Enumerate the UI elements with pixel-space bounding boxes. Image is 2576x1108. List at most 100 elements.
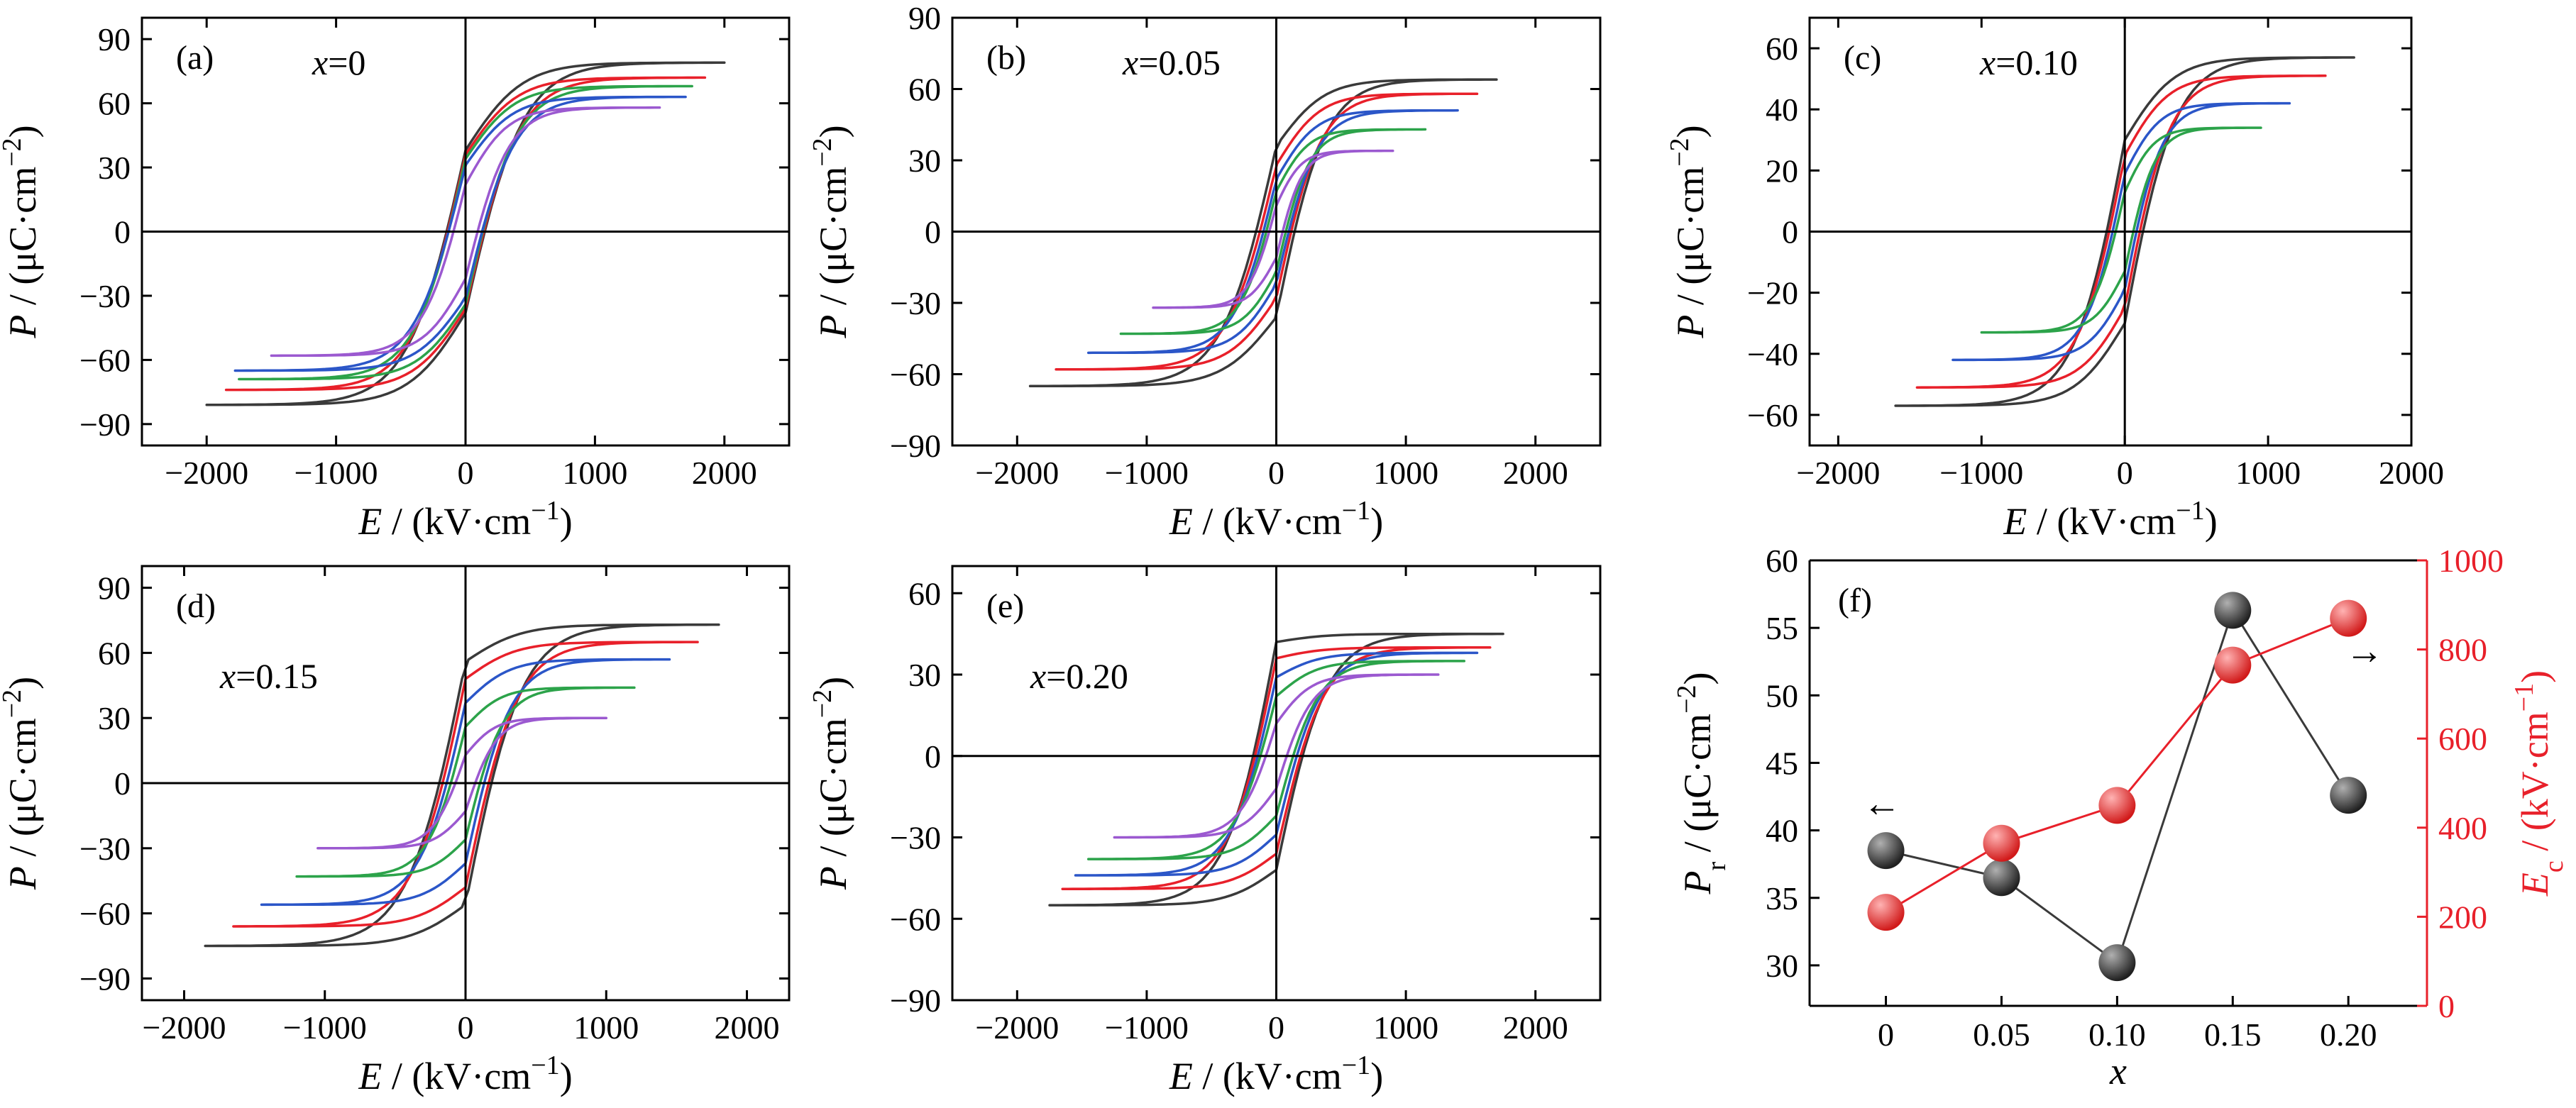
right-tick-label: 600 [2438, 721, 2487, 757]
right-tick-label: 400 [2438, 810, 2487, 846]
x-tick-label: 2000 [715, 1009, 780, 1046]
x-tick-label: 2000 [1503, 455, 1568, 491]
series-line-Ec [1885, 617, 2349, 914]
loop-e-1 [1048, 632, 1504, 907]
y-tick-label: 90 [908, 0, 941, 36]
loop-b-5 [1152, 149, 1394, 309]
y-tick-label: 30 [98, 700, 131, 736]
marker-Pr [1983, 859, 2020, 897]
right-axis-title: Ec / (kV·cm−1) [2509, 670, 2569, 897]
loop-d-4 [295, 686, 636, 878]
x-axis-title: E / (kV·cm−1) [2003, 496, 2217, 543]
marker-Pr [2214, 592, 2252, 629]
x-tick-label: 2000 [1503, 1009, 1568, 1046]
y-axis-title: P / (μC·cm−2) [808, 125, 854, 338]
x-tick-label: 0 [458, 455, 474, 491]
marker-Pr [2330, 777, 2367, 814]
x-tick-label: −1000 [1105, 1009, 1189, 1046]
left-tick-label: 45 [1766, 745, 1798, 781]
x-tick-label: 1000 [573, 1009, 639, 1046]
left-tick-label: 60 [1766, 543, 1798, 579]
loop-a-3 [238, 84, 693, 381]
y-tick-label: −90 [890, 982, 941, 1019]
y-tick-label: 30 [98, 150, 131, 186]
right-arrow-icon: → [2345, 630, 2384, 672]
left-axis-title: Pr / (μC·cm−2) [1672, 672, 1732, 895]
y-tick-label: −30 [79, 831, 131, 867]
marker-Ec [2098, 787, 2136, 824]
y-tick-label: −90 [79, 406, 131, 443]
x-tick-label: −1000 [295, 455, 378, 491]
panel-label: (b) [986, 39, 1026, 77]
y-tick-label: −90 [890, 428, 941, 464]
x-tick-label: 1000 [1373, 455, 1438, 491]
y-tick-label: 20 [1766, 153, 1798, 189]
loop-a-2 [224, 76, 707, 392]
panel-e: −2000 −1000 0 1000 2000 −90 −60 −30 0 30 60 (e)x=0.… [808, 565, 1602, 1097]
x-tick-label: −1000 [283, 1009, 367, 1046]
panel-label: (a) [176, 39, 214, 77]
panel-label: (c) [1844, 39, 1881, 77]
panel-label: (d) [176, 587, 216, 625]
x-axis-title: x [2109, 1050, 2127, 1092]
loops-e [1048, 632, 1504, 907]
y-tick-label: 40 [1766, 92, 1798, 128]
x-tick-label: 0 [2117, 455, 2133, 491]
x-tick-label: −2000 [165, 455, 248, 491]
loop-b-1 [1028, 78, 1498, 388]
panel-b: −2000 −1000 0 1000 2000 −90 −60 −30 0 30 60 90 (b) x=… [808, 0, 1602, 543]
panel-d: −2000 −1000 0 1000 2000 −90 −60 −30 0 30 60 90 (d)x=… [0, 565, 791, 1097]
composition-label: x=0.15 [219, 656, 318, 696]
loop-e-3 [1074, 651, 1479, 877]
panel-label: (f) [1838, 582, 1872, 619]
left-arrow-icon: ← [1863, 782, 1901, 825]
loop-b-4 [1119, 128, 1427, 336]
right-tick-label: 200 [2438, 899, 2487, 935]
loop-e-5 [1113, 673, 1440, 839]
x-axis-title: E / (kV·cm−1) [358, 496, 572, 543]
x-tick-label: 0.10 [2088, 1016, 2146, 1053]
x-tick-label: −2000 [143, 1009, 226, 1046]
y-tick-label: 60 [1766, 31, 1798, 67]
right-tick-label: 0 [2438, 988, 2455, 1024]
panel-f: 0 0.05 0.10 0.15 0.2030354045505560020040060… [1672, 543, 2569, 1092]
left-tick-label: 35 [1766, 880, 1798, 916]
x-tick-label: 2000 [692, 455, 757, 491]
loop-d-1 [204, 623, 720, 948]
x-axis-title: E / (kV·cm−1) [358, 1051, 572, 1097]
y-tick-label: −60 [1747, 397, 1798, 433]
y-tick-label: 60 [908, 72, 941, 108]
marker-Pr [1867, 832, 1905, 870]
left-tick-label: 40 [1766, 813, 1798, 849]
loop-c-3 [1952, 101, 2291, 362]
x-tick-label: −2000 [975, 1009, 1059, 1046]
loop-d-3 [260, 658, 671, 907]
composition-label: x=0 [312, 43, 365, 82]
y-axis-title: P / (μC·cm−2) [1665, 125, 1712, 338]
x-axis-title: E / (kV·cm−1) [1169, 496, 1383, 543]
loop-a-5 [270, 106, 661, 358]
y-tick-label: −20 [1747, 275, 1798, 311]
y-tick-label: 30 [908, 143, 941, 179]
y-tick-label: 0 [114, 214, 131, 250]
series-line-Pr [1886, 607, 2350, 965]
y-tick-label: 0 [1782, 214, 1798, 250]
composition-label: x=0.10 [1979, 43, 2078, 82]
y-tick-label: −30 [890, 285, 941, 321]
x-tick-label: 2000 [2379, 455, 2444, 491]
y-tick-label: −60 [79, 342, 131, 378]
y-tick-label: 0 [925, 738, 941, 775]
panel-label: (e) [986, 587, 1024, 625]
x-tick-label: −1000 [1939, 455, 2023, 491]
loops-d [204, 623, 720, 948]
marker-Ec [2214, 646, 2252, 684]
y-tick-label: 30 [908, 657, 941, 693]
y-tick-label: 60 [98, 635, 131, 671]
loop-d-5 [317, 716, 608, 850]
x-tick-label: 1000 [562, 455, 627, 491]
x-tick-label: 0 [458, 1009, 474, 1046]
loop-d-2 [232, 641, 699, 928]
loops-a [205, 61, 726, 406]
loop-c-2 [1915, 74, 2327, 389]
